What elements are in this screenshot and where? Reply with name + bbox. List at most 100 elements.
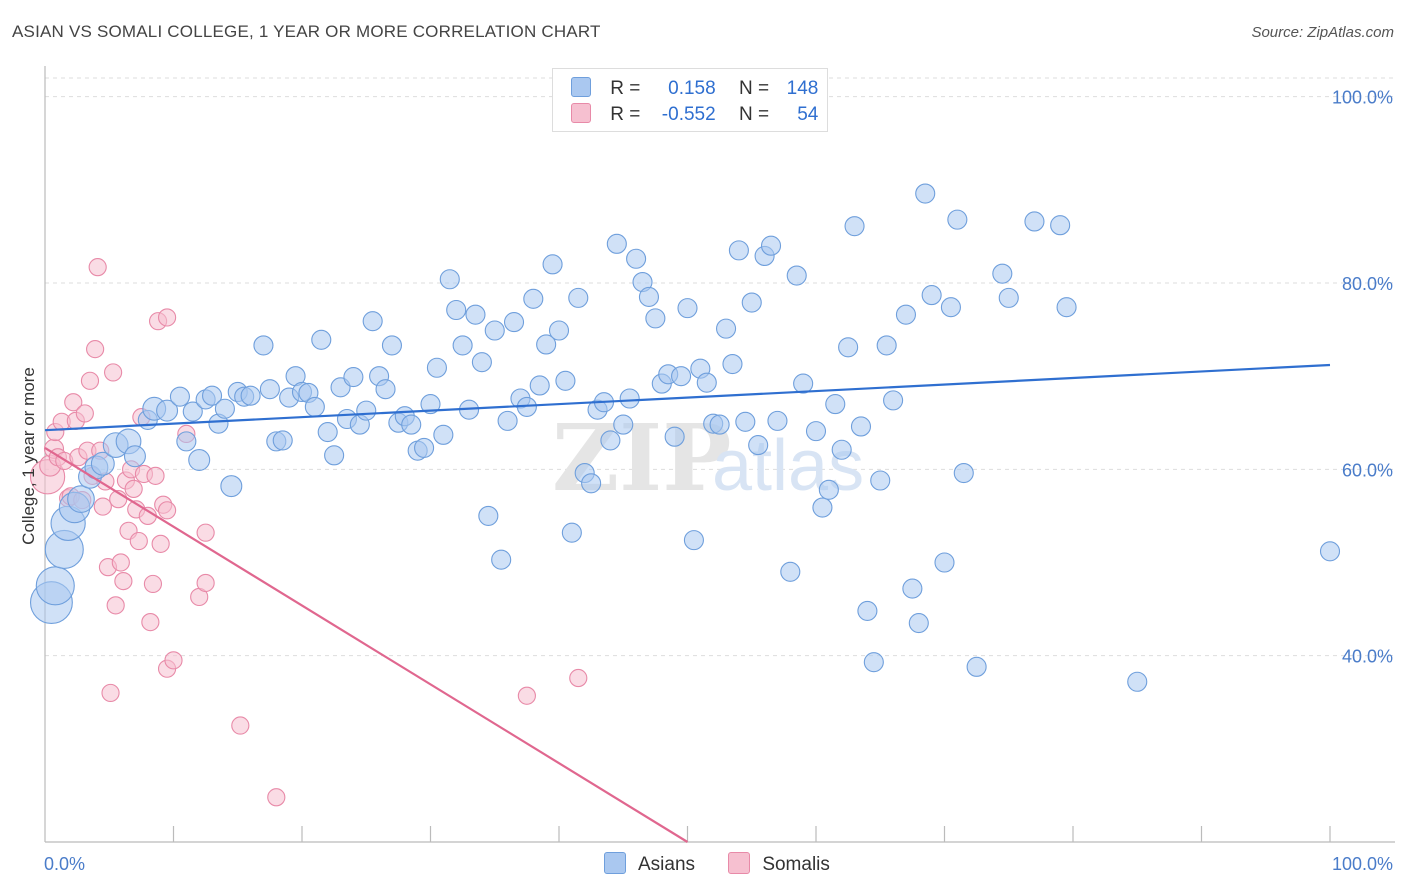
asian-point <box>529 375 550 396</box>
asian-point <box>259 379 280 400</box>
legend-n-value-somalis: 54 <box>797 104 819 125</box>
asian-point <box>786 265 807 286</box>
asian-point <box>1319 541 1341 562</box>
asian-point <box>664 426 685 447</box>
zipatlas-watermark: ZIP atlas <box>552 404 864 512</box>
asian-point <box>555 370 576 391</box>
legend-n-label: N = <box>738 104 770 125</box>
asian-point <box>805 421 827 442</box>
asian-point <box>780 561 801 582</box>
series-somalis <box>29 258 588 807</box>
asian-point <box>446 299 467 321</box>
somali-point <box>106 596 125 615</box>
asians-legend-swatch <box>604 852 626 874</box>
somali-point <box>111 553 130 572</box>
asian-point <box>401 414 422 435</box>
asian-point <box>420 394 441 415</box>
asian-point <box>953 462 974 484</box>
asian-point <box>696 372 717 393</box>
somalis-legend-swatch <box>728 852 751 874</box>
asian-point <box>176 431 197 452</box>
correlation-legend: R = 0.158 N = 148 R = -0.552 N = 54 <box>552 68 828 132</box>
somali-point <box>231 716 250 735</box>
somali-point <box>86 340 105 359</box>
x-tick-label-min: 0.0% <box>44 854 85 874</box>
asian-point <box>838 337 859 358</box>
asian-point <box>683 530 704 551</box>
asian-point <box>760 235 782 256</box>
asian-point <box>998 287 1019 308</box>
asian-point <box>465 304 486 325</box>
asians-trend-line <box>44 363 1331 432</box>
asian-point <box>317 421 338 443</box>
legend-r-value-somalis: -0.552 <box>661 104 716 125</box>
asian-point <box>253 335 274 356</box>
axes <box>44 66 1395 843</box>
asian-point <box>606 233 627 254</box>
asian-point <box>626 248 647 269</box>
asian-point <box>677 298 698 319</box>
somali-point <box>196 523 215 542</box>
asian-point <box>883 390 904 411</box>
legend-label-somalis: Somalis <box>762 854 830 875</box>
asian-point <box>381 335 403 356</box>
asian-point <box>844 216 865 237</box>
somali-point <box>196 573 215 593</box>
asian-point <box>426 357 447 378</box>
legend-r-label: R = <box>610 78 641 99</box>
asian-point <box>214 398 235 419</box>
asian-point <box>793 373 814 394</box>
grid-lines <box>45 77 1395 657</box>
y-tick-label: 40.0% <box>1342 647 1393 667</box>
y-tick-label: 100.0% <box>1332 88 1393 108</box>
asian-point <box>619 388 640 409</box>
legend-row-asians: R = 0.158 N = 148 <box>571 77 818 101</box>
chart-title: ASIAN VS SOMALI COLLEGE, 1 YEAR OR MORE … <box>12 22 601 41</box>
asian-point <box>671 366 692 387</box>
asian-point <box>471 352 492 373</box>
asian-point <box>1024 211 1045 232</box>
asian-point <box>362 311 383 332</box>
somali-point <box>164 651 183 670</box>
somali-point <box>141 613 160 632</box>
asian-point <box>966 656 987 677</box>
asian-point <box>523 288 544 309</box>
chart-source: Source: ZipAtlas.com <box>1251 24 1394 41</box>
asian-point <box>876 335 897 356</box>
trend-lines <box>44 363 1331 843</box>
asian-point <box>735 411 756 432</box>
asian-point <box>536 334 557 355</box>
asian-point <box>715 318 737 339</box>
somali-point <box>93 497 112 516</box>
asian-point <box>831 439 852 460</box>
asian-point <box>895 304 917 325</box>
asian-point <box>908 612 929 634</box>
asian-point <box>850 416 872 437</box>
legend-item-somalis: Somalis <box>728 852 830 876</box>
asian-point <box>947 209 968 230</box>
somali-point <box>124 479 143 498</box>
asian-point <box>491 549 512 570</box>
somali-point <box>114 572 133 591</box>
asian-point <box>825 394 846 415</box>
asian-point <box>497 410 518 431</box>
asian-point <box>188 448 211 471</box>
asian-point <box>1127 671 1148 692</box>
somali-point <box>80 371 100 390</box>
somali-point <box>146 466 165 485</box>
asian-point <box>748 435 769 456</box>
somali-point <box>129 531 148 551</box>
asian-point <box>375 379 396 400</box>
asian-point <box>940 297 961 318</box>
asian-point <box>503 312 525 333</box>
asian-point <box>67 485 95 513</box>
somali-point <box>517 686 536 705</box>
somali-point <box>88 258 107 277</box>
somalis-swatch <box>571 103 591 123</box>
asian-point <box>1056 297 1077 318</box>
tick-labels: 40.0% 60.0% 80.0% 100.0% 0.0% 100.0% <box>44 88 1393 874</box>
asians-swatch <box>571 77 591 97</box>
asian-point <box>863 652 884 673</box>
series-asians <box>29 183 1341 692</box>
asian-point <box>169 386 190 407</box>
